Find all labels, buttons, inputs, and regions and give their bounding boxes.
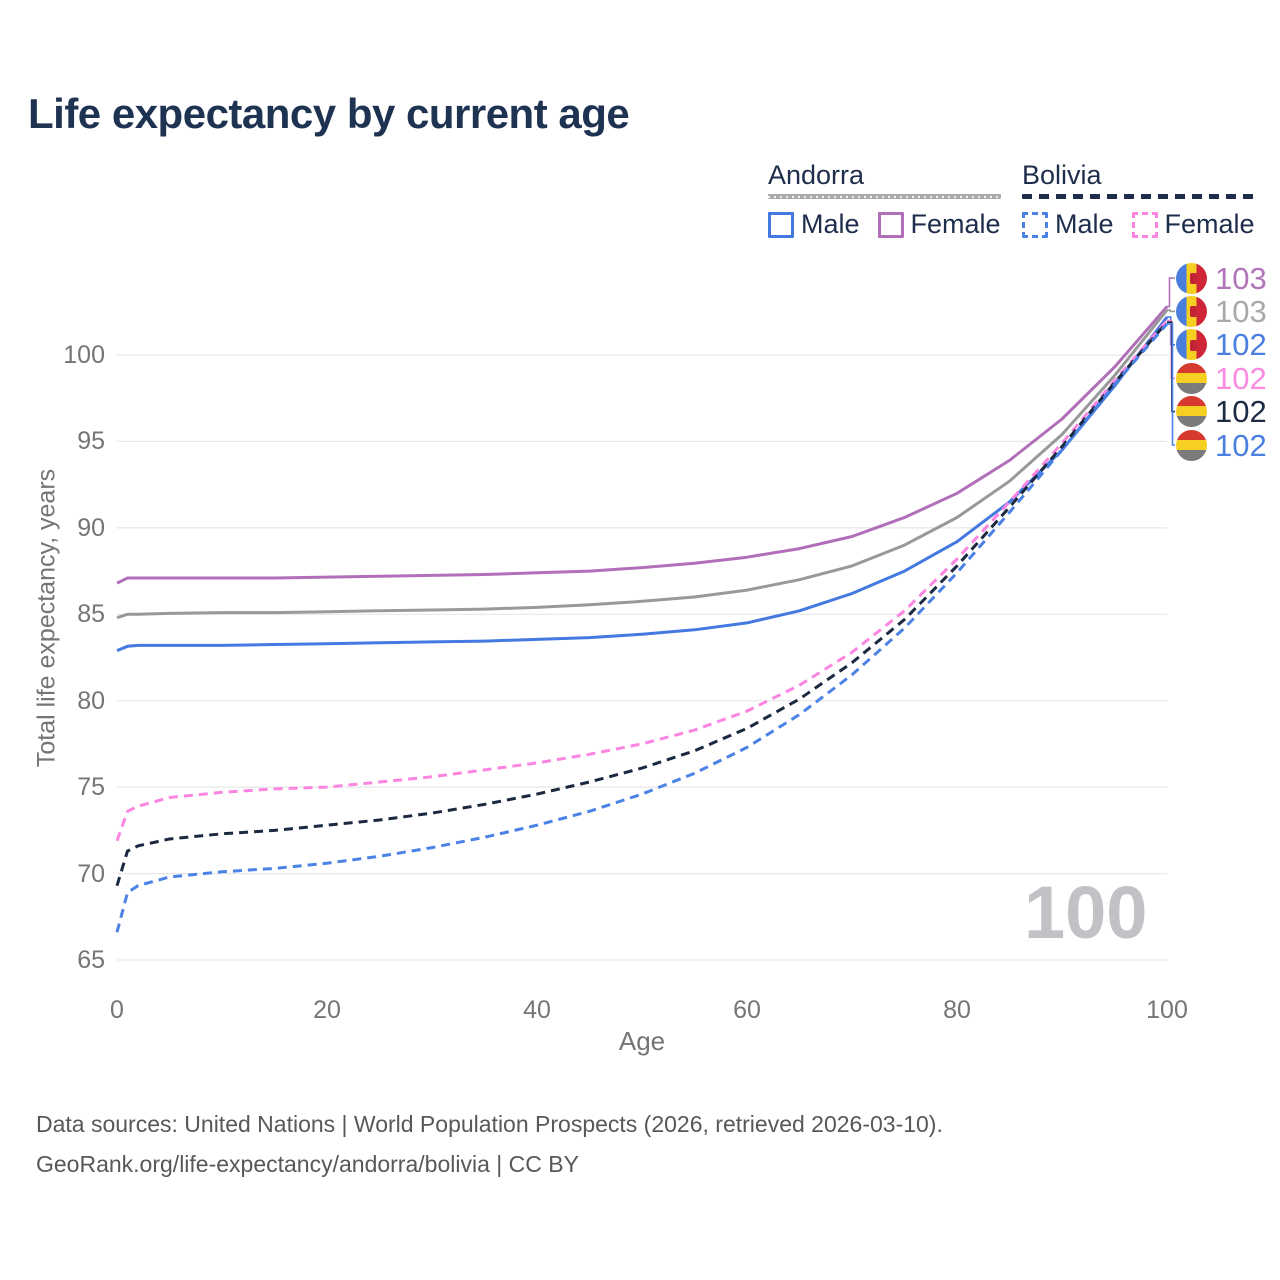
series-line-bolivia-female [115,319,1169,842]
legend-label-andorra-male: Male [801,209,860,239]
end-label-row-bolivia-male: 102 [1176,429,1267,461]
leader-line-bolivia-male [1167,323,1175,446]
x-tick-label-20: 20 [313,996,341,1024]
legend-label-bolivia-male: Male [1055,209,1114,239]
bolivia-flag-icon [1176,396,1207,428]
legend-group-bolivia: Bolivia Male Female [1022,160,1255,240]
legend-label-bolivia-female: Female [1164,209,1255,239]
legend-country-bolivia[interactable]: Bolivia [1022,160,1255,199]
bolivia-total-line-swatch [1022,194,1255,199]
end-label-row-andorra-male: 102 [1176,329,1267,361]
x-tick-label-100: 100 [1146,996,1188,1024]
x-tick-label-40: 40 [523,996,551,1024]
y-tick-label-90: 90 [77,513,105,542]
andorra-total-line-swatch [768,194,1001,199]
andorra-flag-icon [1176,295,1207,327]
legend-item-andorra-male[interactable]: Male [768,209,860,240]
y-tick-label-70: 70 [77,859,105,888]
x-tick-label-80: 80 [943,996,971,1024]
legend-group-andorra: Andorra Male Female [768,160,1001,240]
end-value-label: 102 [1215,394,1267,430]
end-label-row-andorra-total: 103 [1176,295,1267,327]
data-sources-line: Data sources: United Nations | World Pop… [36,1111,943,1137]
attribution-line: GeoRank.org/life-expectancy/andorra/boli… [36,1151,579,1177]
legend-label-andorra-female: Female [910,209,1001,239]
legend-country-andorra[interactable]: Andorra [768,160,1001,199]
legend-item-bolivia-male[interactable]: Male [1022,209,1114,240]
age-counter-watermark: 100 [1024,871,1148,954]
chart-footer: Data sources: United Nations | World Pop… [36,1104,943,1184]
y-tick-label-85: 85 [77,600,105,629]
y-tick-label-80: 80 [77,686,105,715]
legend-country-bolivia-label: Bolivia [1022,160,1102,190]
y-tick-label-100: 100 [63,341,105,369]
series-line-bolivia-total [115,321,1169,887]
y-tick-label-95: 95 [77,427,105,456]
y-axis-title: Total life expectancy, years [32,468,61,768]
andorra-male-swatch-icon [768,211,794,238]
y-tick-label-65: 65 [77,946,105,974]
leader-line-andorra-female [1167,277,1175,308]
end-value-label: 102 [1215,327,1267,363]
end-value-label: 103 [1215,293,1267,329]
end-label-row-andorra-female: 103 [1176,262,1267,294]
series-line-andorra-female [116,305,1169,585]
legend-country-andorra-label: Andorra [768,160,865,190]
series-line-andorra-male [116,316,1169,652]
legend-item-bolivia-female[interactable]: Female [1131,209,1255,240]
bolivia-female-swatch-icon [1131,211,1158,238]
end-value-label: 102 [1215,360,1267,396]
leader-line-andorra-total [1167,309,1175,313]
x-tick-label-60: 60 [733,996,761,1024]
end-value-label: 102 [1215,427,1267,463]
end-value-label: 103 [1215,260,1267,296]
bolivia-flag-icon [1176,362,1207,394]
end-label-row-bolivia-total: 102 [1176,396,1267,428]
bolivia-flag-icon [1176,429,1207,461]
bolivia-male-swatch-icon [1022,211,1048,238]
x-axis-title: Age [618,1026,666,1056]
andorra-flag-icon [1176,262,1207,294]
andorra-flag-icon [1176,329,1207,361]
end-label-row-bolivia-female: 102 [1176,362,1267,394]
series-line-bolivia-male [115,322,1169,933]
andorra-female-swatch-icon [877,211,904,238]
leader-line-bolivia-female [1167,319,1175,379]
series-line-andorra-total [116,309,1169,620]
y-tick-label-75: 75 [77,773,105,802]
page-title: Life expectancy by current age [28,90,630,137]
legend-item-andorra-female[interactable]: Female [877,209,1001,240]
x-tick-label-0: 0 [110,996,124,1024]
